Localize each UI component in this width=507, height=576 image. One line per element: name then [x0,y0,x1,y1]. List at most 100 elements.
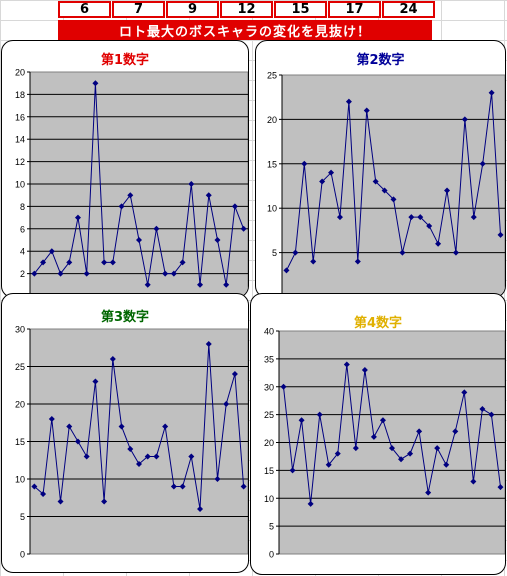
data-point [231,371,238,377]
data-point [66,423,73,430]
data-point [92,378,99,385]
chart-title: 第2数字 [356,53,405,68]
data-point [426,222,433,229]
data-point [179,483,186,490]
data-point [381,187,388,194]
line-chart-2: 5 10 15 20 25 [267,71,505,297]
data-point [153,453,160,460]
data-point [379,417,386,424]
data-point [470,478,477,485]
data-point [74,214,81,221]
data-point [205,341,212,347]
y-tick-label: 8 [20,202,25,212]
chart-panel-3[interactable]: 第3数字 0 5 10 15 20 25 30 [1,293,249,573]
data-point [470,214,477,221]
data-point [301,160,308,167]
number-cell[interactable]: 15 [274,1,327,18]
number-cell[interactable]: 12 [220,1,273,18]
data-point [197,506,204,512]
y-tick-label: 20 [267,115,277,125]
data-point [479,160,486,167]
chart-panel-4[interactable]: 第4数字 0 5 10 15 20 25 30 35 40 [250,293,506,575]
y-tick-label: 25 [15,362,25,372]
data-point [223,281,230,288]
number-cell[interactable]: 17 [328,1,381,18]
data-point [398,456,405,463]
data-point [292,249,299,256]
data-point [372,178,379,185]
data-point [188,453,195,460]
data-point [343,361,350,368]
data-point [118,423,125,430]
data-point [57,498,64,505]
chart-panel-2[interactable]: 第2数字 5 10 15 20 25 [255,40,506,298]
data-point [109,356,116,362]
data-point [479,406,486,413]
data-point [316,411,323,418]
data-point [31,270,38,277]
data-point [345,98,352,105]
data-point [188,181,195,187]
data-point [118,203,125,210]
data-point [240,225,247,232]
data-point [31,483,38,490]
data-point [101,259,108,266]
data-point [417,214,424,221]
data-point [443,461,450,468]
data-point [363,107,370,114]
data-point [214,476,221,482]
data-point [170,270,177,277]
number-cell[interactable]: 9 [166,1,219,18]
data-point [390,196,397,203]
data-point [408,214,415,221]
y-tick-label: 14 [15,135,25,145]
y-tick-label: 10 [15,180,25,190]
data-point [214,237,221,243]
data-point [205,192,212,199]
y-tick-label: 10 [15,475,25,485]
data-point [435,240,442,247]
number-cell[interactable]: 6 [58,1,111,18]
y-tick-label: 35 [264,354,274,364]
data-point [280,383,287,390]
data-point [389,445,395,452]
data-point [497,231,504,238]
y-tick-label: 18 [15,90,25,100]
chart-panel-1[interactable]: 第1数字 2 4 6 8 10 12 14 16 18 20 [1,40,249,298]
data-point [170,483,177,490]
data-point [354,258,361,265]
data-point [307,500,314,507]
number-cell[interactable]: 24 [382,1,435,18]
data-point [83,270,90,277]
data-point [452,249,459,256]
banner-title: ロト最大のボスキャラの変化を見抜け！ [58,20,432,40]
data-point [352,445,359,452]
y-tick-label: 5 [272,248,277,258]
data-point [162,270,169,277]
number-cell[interactable]: 7 [112,1,165,18]
y-tick-label: 30 [15,325,25,335]
data-point [223,401,230,407]
data-point [298,417,305,424]
y-tick-label: 2 [20,269,25,279]
data-point [488,89,495,96]
data-point [57,270,64,277]
y-tick-label: 20 [264,438,274,448]
data-point [136,237,142,243]
data-point [101,498,108,505]
chart-title: 第4数字 [353,316,403,331]
y-tick-label: 6 [20,224,25,234]
y-tick-label: 16 [15,112,25,122]
data-point [48,416,55,422]
data-point [66,259,73,266]
y-tick-label: 15 [267,159,277,169]
data-point [127,192,134,199]
data-point [283,267,290,274]
data-point [399,249,406,256]
data-point [144,453,151,460]
chart-title: 第1数字 [100,53,150,68]
y-tick-label: 25 [267,71,277,81]
data-point [361,367,368,374]
data-point [425,489,432,496]
data-point [461,389,468,396]
